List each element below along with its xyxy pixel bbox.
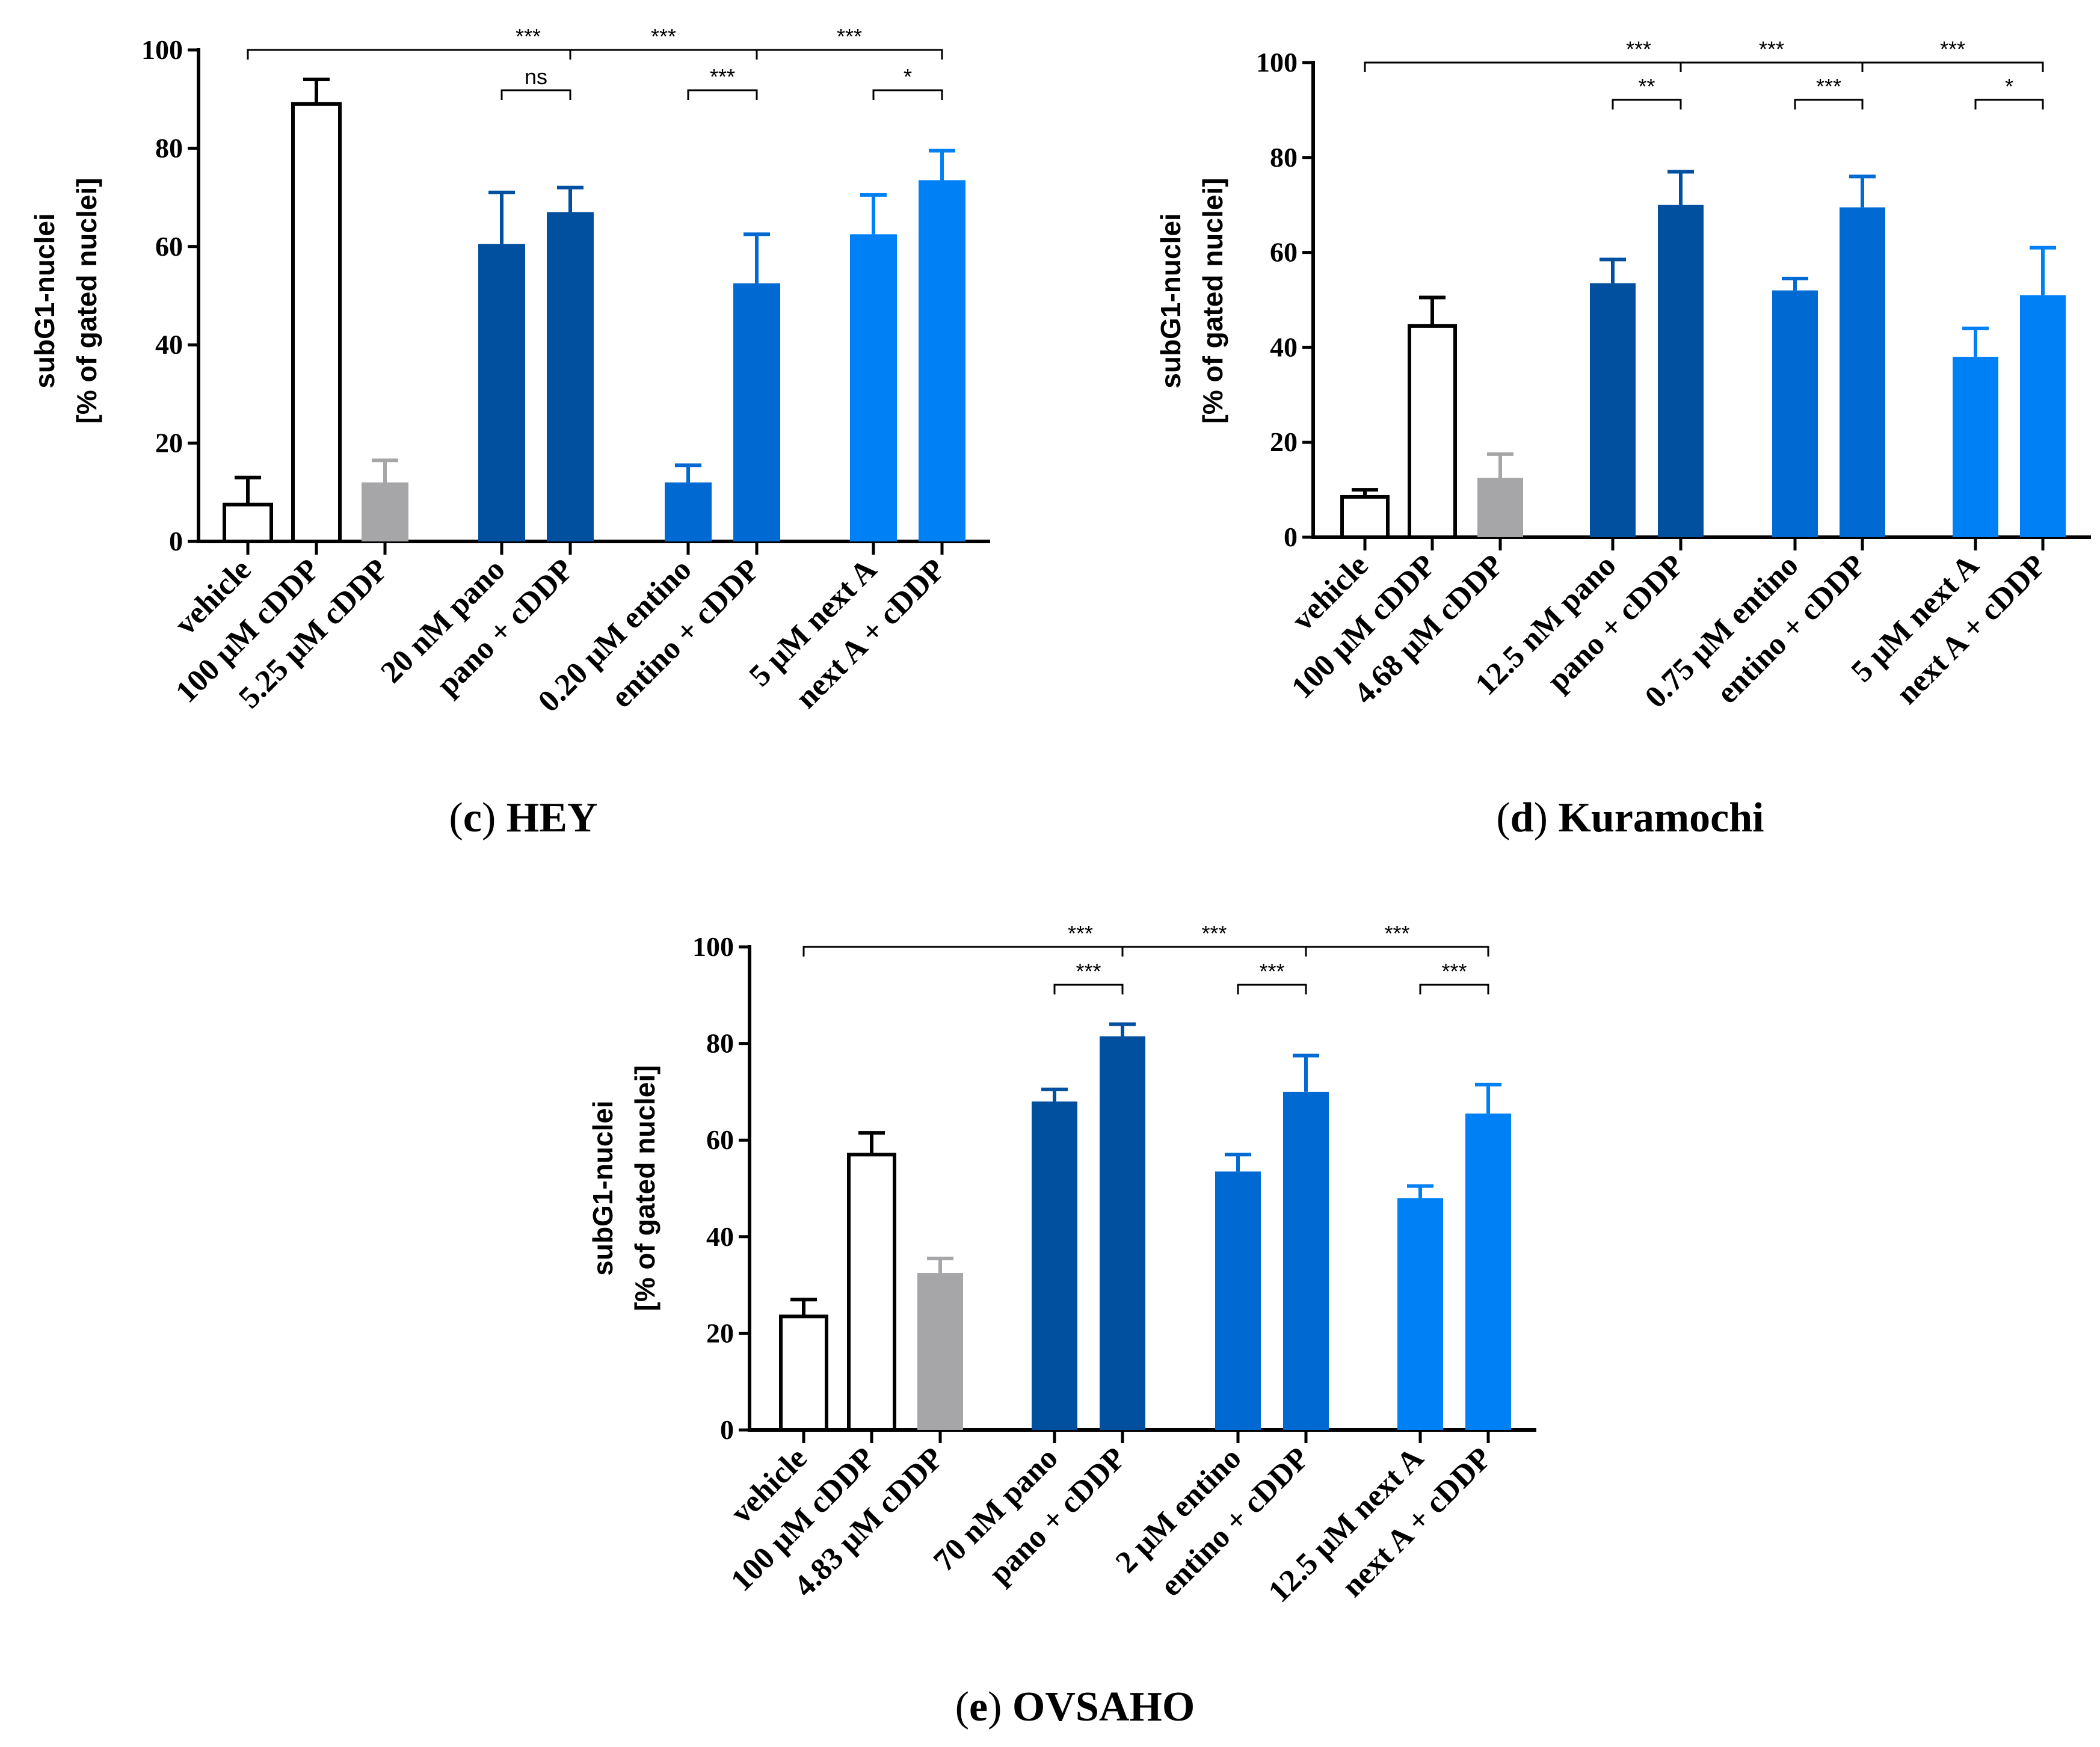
bar-nexta [2020, 295, 2066, 537]
significance-bracket [1364, 61, 1682, 72]
y-tick-label: 0 [169, 526, 183, 556]
significance-bracket [1974, 99, 2044, 109]
significance-label: *** [837, 24, 862, 49]
y-tick-label: 40 [155, 329, 183, 360]
bar-cddp_high [1408, 324, 1457, 540]
bar-pano [547, 212, 594, 541]
significance-label: *** [1201, 921, 1227, 946]
significance-bracket [1419, 984, 1489, 994]
significance-label: *** [1076, 959, 1101, 984]
chart-hey: 0 20 40 60 80 100 subG1-nuclei [% of gated nucl… [29, 24, 990, 719]
y-tick-label: 80 [155, 132, 183, 163]
significance-bracket [247, 49, 571, 60]
y-tick-label: 20 [155, 428, 183, 458]
y-tick-label: 80 [706, 1028, 734, 1059]
significance-label: *** [1816, 74, 1841, 99]
significance-label: ** [1638, 74, 1655, 99]
bar-entino [1215, 1171, 1261, 1430]
y-axis-label-units: [% of gated nuclei] [1197, 178, 1228, 424]
significance-bracket [1121, 946, 1307, 957]
chart-ovsaho: 0 20 40 60 80 100 subG1-nuclei [% of gated nucl… [587, 921, 1536, 1609]
y-tick-label: 100 [692, 931, 734, 962]
significance-bracket [687, 89, 758, 100]
y-axis-label: subG1-nuclei [1155, 213, 1186, 388]
y-tick-label: 100 [1256, 47, 1298, 78]
bar-cddp_ic [917, 1273, 963, 1430]
significance-label: *** [1068, 921, 1093, 946]
bar-pano [1100, 1036, 1145, 1430]
y-tick-label: 0 [720, 1414, 734, 1445]
bar-entino [733, 283, 780, 541]
significance-label: * [904, 64, 912, 89]
significance-label: ns [525, 64, 547, 89]
bar-cddp_ic [1477, 478, 1523, 537]
y-axis-label-units: [% of gated nuclei] [629, 1065, 660, 1311]
significance-bracket [1053, 984, 1124, 994]
bar-vehicle [779, 1314, 828, 1432]
y-tick-label: 40 [706, 1221, 734, 1252]
significance-label: *** [1259, 959, 1284, 984]
y-tick-label: 20 [1270, 427, 1298, 457]
bar-pano [1658, 205, 1704, 537]
y-tick-label: 100 [141, 34, 183, 65]
bar-cddp_ic [362, 482, 408, 541]
bar-nexta [1397, 1198, 1443, 1430]
bar-pano [1590, 283, 1636, 537]
y-tick-label: 60 [706, 1124, 734, 1155]
significance-bracket [1794, 99, 1864, 109]
bar-nexta [850, 234, 897, 541]
bar-entino [665, 482, 712, 541]
y-tick-label: 80 [1270, 142, 1298, 173]
caption-hey: (c) HEY [449, 795, 598, 841]
significance-bracket [872, 89, 943, 100]
bar-nexta [1953, 357, 1998, 537]
significance-bracket [500, 89, 571, 100]
caption-kuramochi: (d) Kuramochi [1496, 795, 1764, 841]
bar-entino [1772, 290, 1818, 537]
chart-kuramochi: 0 20 40 60 80 100 subG1-nuclei [% of gated nucl… [1155, 37, 2091, 715]
y-tick-label: 0 [1284, 522, 1298, 552]
caption-ovsaho: (e) OVSAHO [955, 1684, 1195, 1730]
y-tick-label: 60 [155, 231, 183, 262]
significance-bracket [802, 946, 1124, 957]
bar-pano [1032, 1101, 1077, 1430]
significance-bracket [1612, 99, 1682, 109]
significance-bracket [1861, 61, 2044, 72]
significance-label: *** [1759, 37, 1784, 61]
significance-bracket [1237, 984, 1307, 994]
significance-label: *** [1626, 37, 1651, 61]
significance-bracket [569, 49, 758, 60]
bar-cddp_high [847, 1153, 896, 1432]
y-axis-label-units: [% of gated nuclei] [71, 178, 102, 424]
y-axis-label: subG1-nuclei [29, 213, 60, 388]
significance-label: *** [1940, 37, 1965, 61]
y-axis-label: subG1-nuclei [587, 1100, 618, 1275]
significance-label: *** [1441, 959, 1467, 984]
bar-vehicle [223, 502, 273, 543]
y-tick-label: 40 [1270, 331, 1298, 362]
bar-nexta [1465, 1114, 1511, 1430]
significance-label: *** [1384, 921, 1409, 946]
bar-cddp_high [291, 102, 342, 543]
bar-entino [1840, 207, 1885, 537]
significance-label: *** [651, 24, 676, 49]
bar-nexta [919, 180, 965, 541]
significance-label: * [2005, 74, 2013, 99]
y-tick-label: 20 [706, 1317, 734, 1348]
bar-pano [478, 244, 525, 541]
significance-label: *** [710, 64, 735, 89]
significance-bracket [1305, 946, 1489, 957]
significance-label: *** [516, 24, 541, 49]
significance-bracket [756, 49, 943, 60]
significance-bracket [1680, 61, 1864, 72]
bar-entino [1283, 1091, 1329, 1430]
bar-vehicle [1340, 495, 1390, 539]
y-tick-label: 60 [1270, 237, 1298, 268]
